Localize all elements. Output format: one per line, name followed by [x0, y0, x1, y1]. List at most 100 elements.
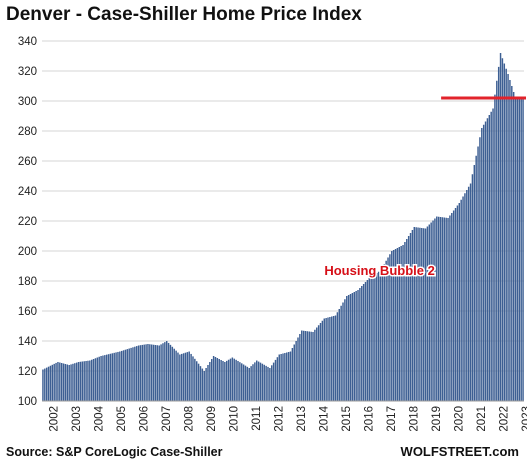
bar-191: [400, 246, 402, 401]
bar-73: [179, 354, 181, 401]
bar-85: [201, 368, 204, 401]
x-tick-label-2014: 2014: [318, 405, 330, 431]
x-tick-label-2022: 2022: [498, 406, 510, 432]
bar-58: [150, 344, 153, 401]
bar-119: [265, 365, 267, 401]
bar-224: [462, 196, 464, 401]
bar-178: [376, 273, 378, 401]
bars: [42, 53, 524, 402]
bar-95: [220, 360, 222, 401]
y-tick-label-160: 160: [18, 306, 37, 318]
y-tick-label-180: 180: [18, 276, 37, 288]
bar-240: [492, 108, 494, 401]
bar-147: [317, 325, 320, 401]
y-axis-ticks: 100 120 140 160 180 200 220 240 260 280 300 320 340: [18, 36, 37, 408]
bar-154: [331, 316, 333, 401]
bar-2: [45, 367, 48, 402]
bar-164: [349, 294, 352, 401]
bar-100: [229, 358, 232, 402]
bar-140: [304, 331, 307, 401]
bar-112: [252, 364, 254, 401]
y-tick-label-260: 260: [18, 156, 37, 168]
bar-148: [319, 323, 322, 401]
bar-89: [209, 362, 211, 401]
bar-156: [334, 315, 337, 401]
y-tick-label-220: 220: [18, 216, 37, 228]
bar-256: [522, 99, 524, 401]
bar-60: [154, 345, 157, 401]
bar-152: [327, 317, 329, 401]
bar-34: [105, 354, 108, 401]
x-tick-label-2017: 2017: [386, 406, 398, 432]
bar-74: [180, 353, 183, 401]
bar-114: [256, 360, 258, 401]
bar-166: [353, 292, 355, 401]
bar-54: [143, 344, 145, 401]
bar-145: [314, 329, 316, 401]
bar-199: [415, 227, 417, 401]
bar-71: [175, 350, 177, 401]
bar-56: [147, 344, 149, 401]
bar-141: [306, 331, 309, 401]
x-tick-label-2015: 2015: [341, 406, 353, 432]
bar-82: [196, 361, 198, 401]
bar-42: [120, 350, 123, 401]
bar-185: [389, 254, 391, 401]
bar-20: [79, 361, 82, 401]
bar-131: [287, 352, 290, 401]
bar-204: [424, 228, 427, 401]
bar-177: [374, 274, 376, 401]
bar-190: [398, 247, 401, 401]
bar-116: [259, 362, 262, 401]
bar-113: [254, 362, 256, 402]
x-tick-label-2011: 2011: [251, 406, 263, 431]
y-tick-label-240: 240: [18, 186, 37, 198]
bar-143: [310, 331, 312, 401]
x-tick-label-2008: 2008: [183, 406, 195, 432]
bar-137: [299, 334, 301, 401]
y-tick-label-140: 140: [18, 336, 37, 348]
bar-160: [342, 302, 344, 401]
bar-241: [494, 94, 496, 402]
x-tick-label-2002: 2002: [48, 406, 60, 432]
bar-246: [503, 63, 506, 401]
bar-109: [246, 366, 249, 401]
x-tick-label-2016: 2016: [363, 406, 375, 432]
annotation-housing-bubble: Housing Bubble 2: [324, 263, 435, 278]
bar-180: [379, 270, 382, 401]
bar-21: [81, 361, 84, 401]
bar-77: [186, 352, 189, 401]
bar-69: [171, 346, 174, 401]
bar-231: [475, 155, 477, 401]
bar-161: [344, 299, 346, 401]
bar-98: [226, 360, 228, 402]
bar-59: [152, 344, 155, 401]
bar-187: [392, 250, 395, 401]
bar-186: [391, 251, 393, 401]
bar-104: [237, 361, 239, 401]
bar-41: [119, 351, 121, 401]
bar-55: [145, 344, 147, 401]
bar-14: [68, 365, 70, 401]
bar-247: [505, 68, 507, 401]
bar-45: [126, 349, 129, 401]
bar-174: [368, 278, 370, 401]
bar-197: [411, 230, 414, 401]
bar-24: [87, 360, 89, 401]
bar-88: [207, 365, 209, 401]
bar-218: [451, 213, 453, 401]
bar-133: [291, 348, 294, 401]
bar-70: [173, 348, 175, 401]
bar-9: [59, 362, 61, 401]
bar-66: [165, 341, 168, 401]
bar-210: [436, 216, 438, 401]
bar-192: [402, 245, 404, 401]
brand-label: WOLFSTREET.com: [400, 444, 519, 459]
x-tick-label-2021: 2021: [476, 406, 488, 432]
bar-130: [286, 352, 288, 401]
bar-37: [111, 353, 114, 401]
bar-228: [469, 183, 472, 401]
bar-84: [199, 366, 202, 402]
bar-239: [490, 111, 492, 401]
bar-107: [242, 364, 245, 401]
